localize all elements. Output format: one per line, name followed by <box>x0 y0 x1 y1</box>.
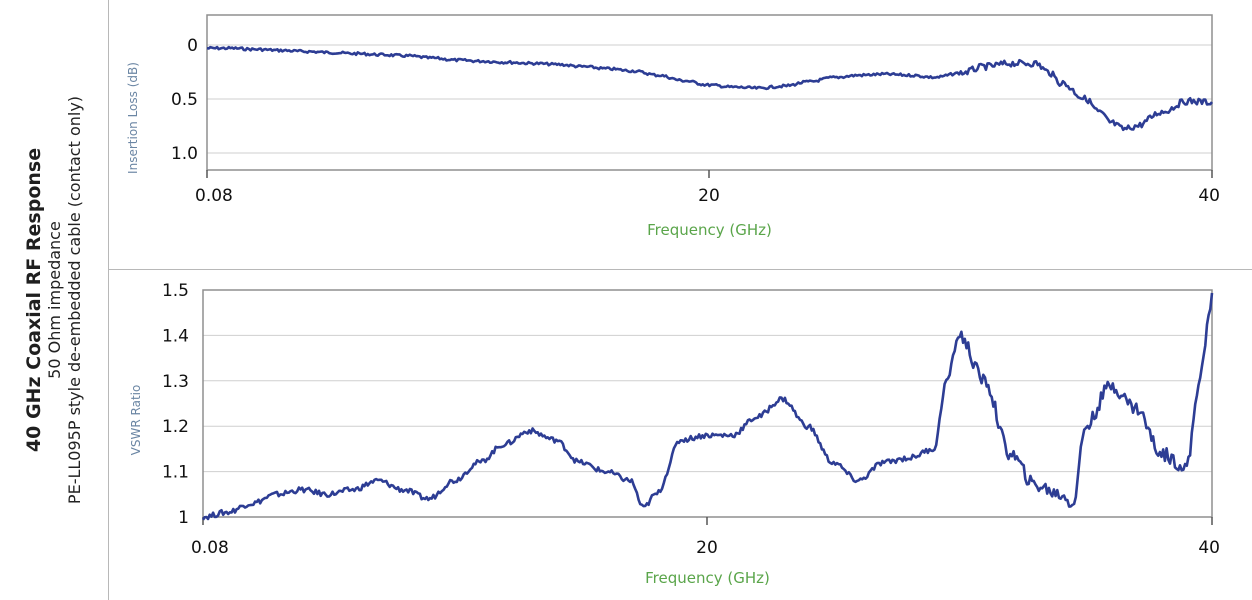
insertion-loss-y-axis-label: Insertion Loss (dB) <box>126 62 140 174</box>
insertion-loss-ytick-label-0: 0 <box>187 36 198 56</box>
insertion-loss-ytick-label-2: 1.0 <box>171 144 198 164</box>
panel-divider-vertical <box>108 0 109 600</box>
insertion-loss-series-line <box>206 45 1214 132</box>
panel-divider-horizontal <box>108 269 1252 270</box>
vswr-plot-frame <box>202 289 1213 518</box>
insertion-loss-ytick-label-1: 0.5 <box>171 90 198 110</box>
insertion-loss-xtick-label-1: 20 <box>698 186 720 206</box>
insertion-loss-plot-frame <box>206 14 1213 171</box>
vswr-ytick-label-3: 1.3 <box>162 372 189 392</box>
insertion-loss-xtick-label-0: 0.08 <box>195 186 233 206</box>
vswr-ytick-label-5: 1.5 <box>162 281 189 301</box>
vswr-xtick-label-2: 40 <box>1198 538 1220 558</box>
vswr-y-axis-label: VSWR Ratio <box>129 385 143 456</box>
vswr-xtick-label-0: 0.08 <box>191 538 229 558</box>
insertion-loss-x-axis-label: Frequency (GHz) <box>647 221 772 239</box>
vswr-x-axis-label: Frequency (GHz) <box>645 569 770 587</box>
vswr-series-line <box>201 292 1214 521</box>
vswr-ytick-label-2: 1.2 <box>162 417 189 437</box>
vswr-ytick-label-4: 1.4 <box>162 326 189 346</box>
vswr-ytick-label-0: 1 <box>178 508 189 528</box>
insertion-loss-xtick-label-2: 40 <box>1198 186 1220 206</box>
vswr-xtick-label-1: 20 <box>696 538 718 558</box>
vswr-ytick-label-1: 1.1 <box>162 463 189 483</box>
